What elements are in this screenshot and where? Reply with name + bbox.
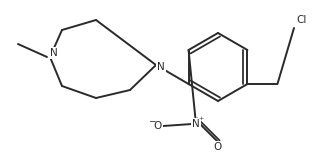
Text: −: − — [148, 116, 156, 125]
Text: N: N — [157, 62, 165, 72]
Text: N: N — [50, 48, 58, 58]
Text: N: N — [192, 119, 200, 129]
Text: O: O — [154, 121, 162, 131]
Text: O: O — [214, 142, 222, 152]
Text: +: + — [198, 116, 204, 121]
Text: Cl: Cl — [297, 15, 307, 25]
